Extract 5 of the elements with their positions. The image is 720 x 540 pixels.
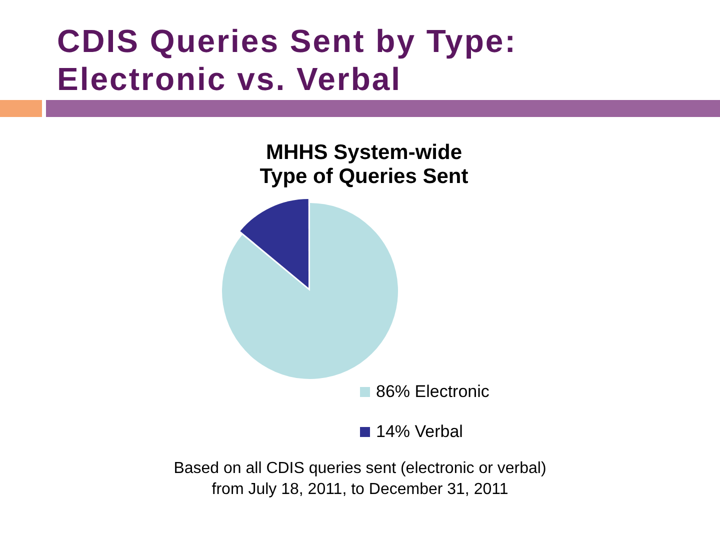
legend-label: 14% Verbal: [376, 422, 463, 442]
chart-subtitle: MHHS System-wide Type of Queries Sent: [258, 141, 470, 189]
chart-title: CDIS Queries Sent by Type: Electronic vs. Verbal: [57, 22, 518, 98]
legend-label: 86% Electronic: [376, 382, 490, 402]
text: Based on all CDIS queries sent (electronic or verbal) from July 18, 2011, to December 31, 2011: [172, 459, 548, 500]
